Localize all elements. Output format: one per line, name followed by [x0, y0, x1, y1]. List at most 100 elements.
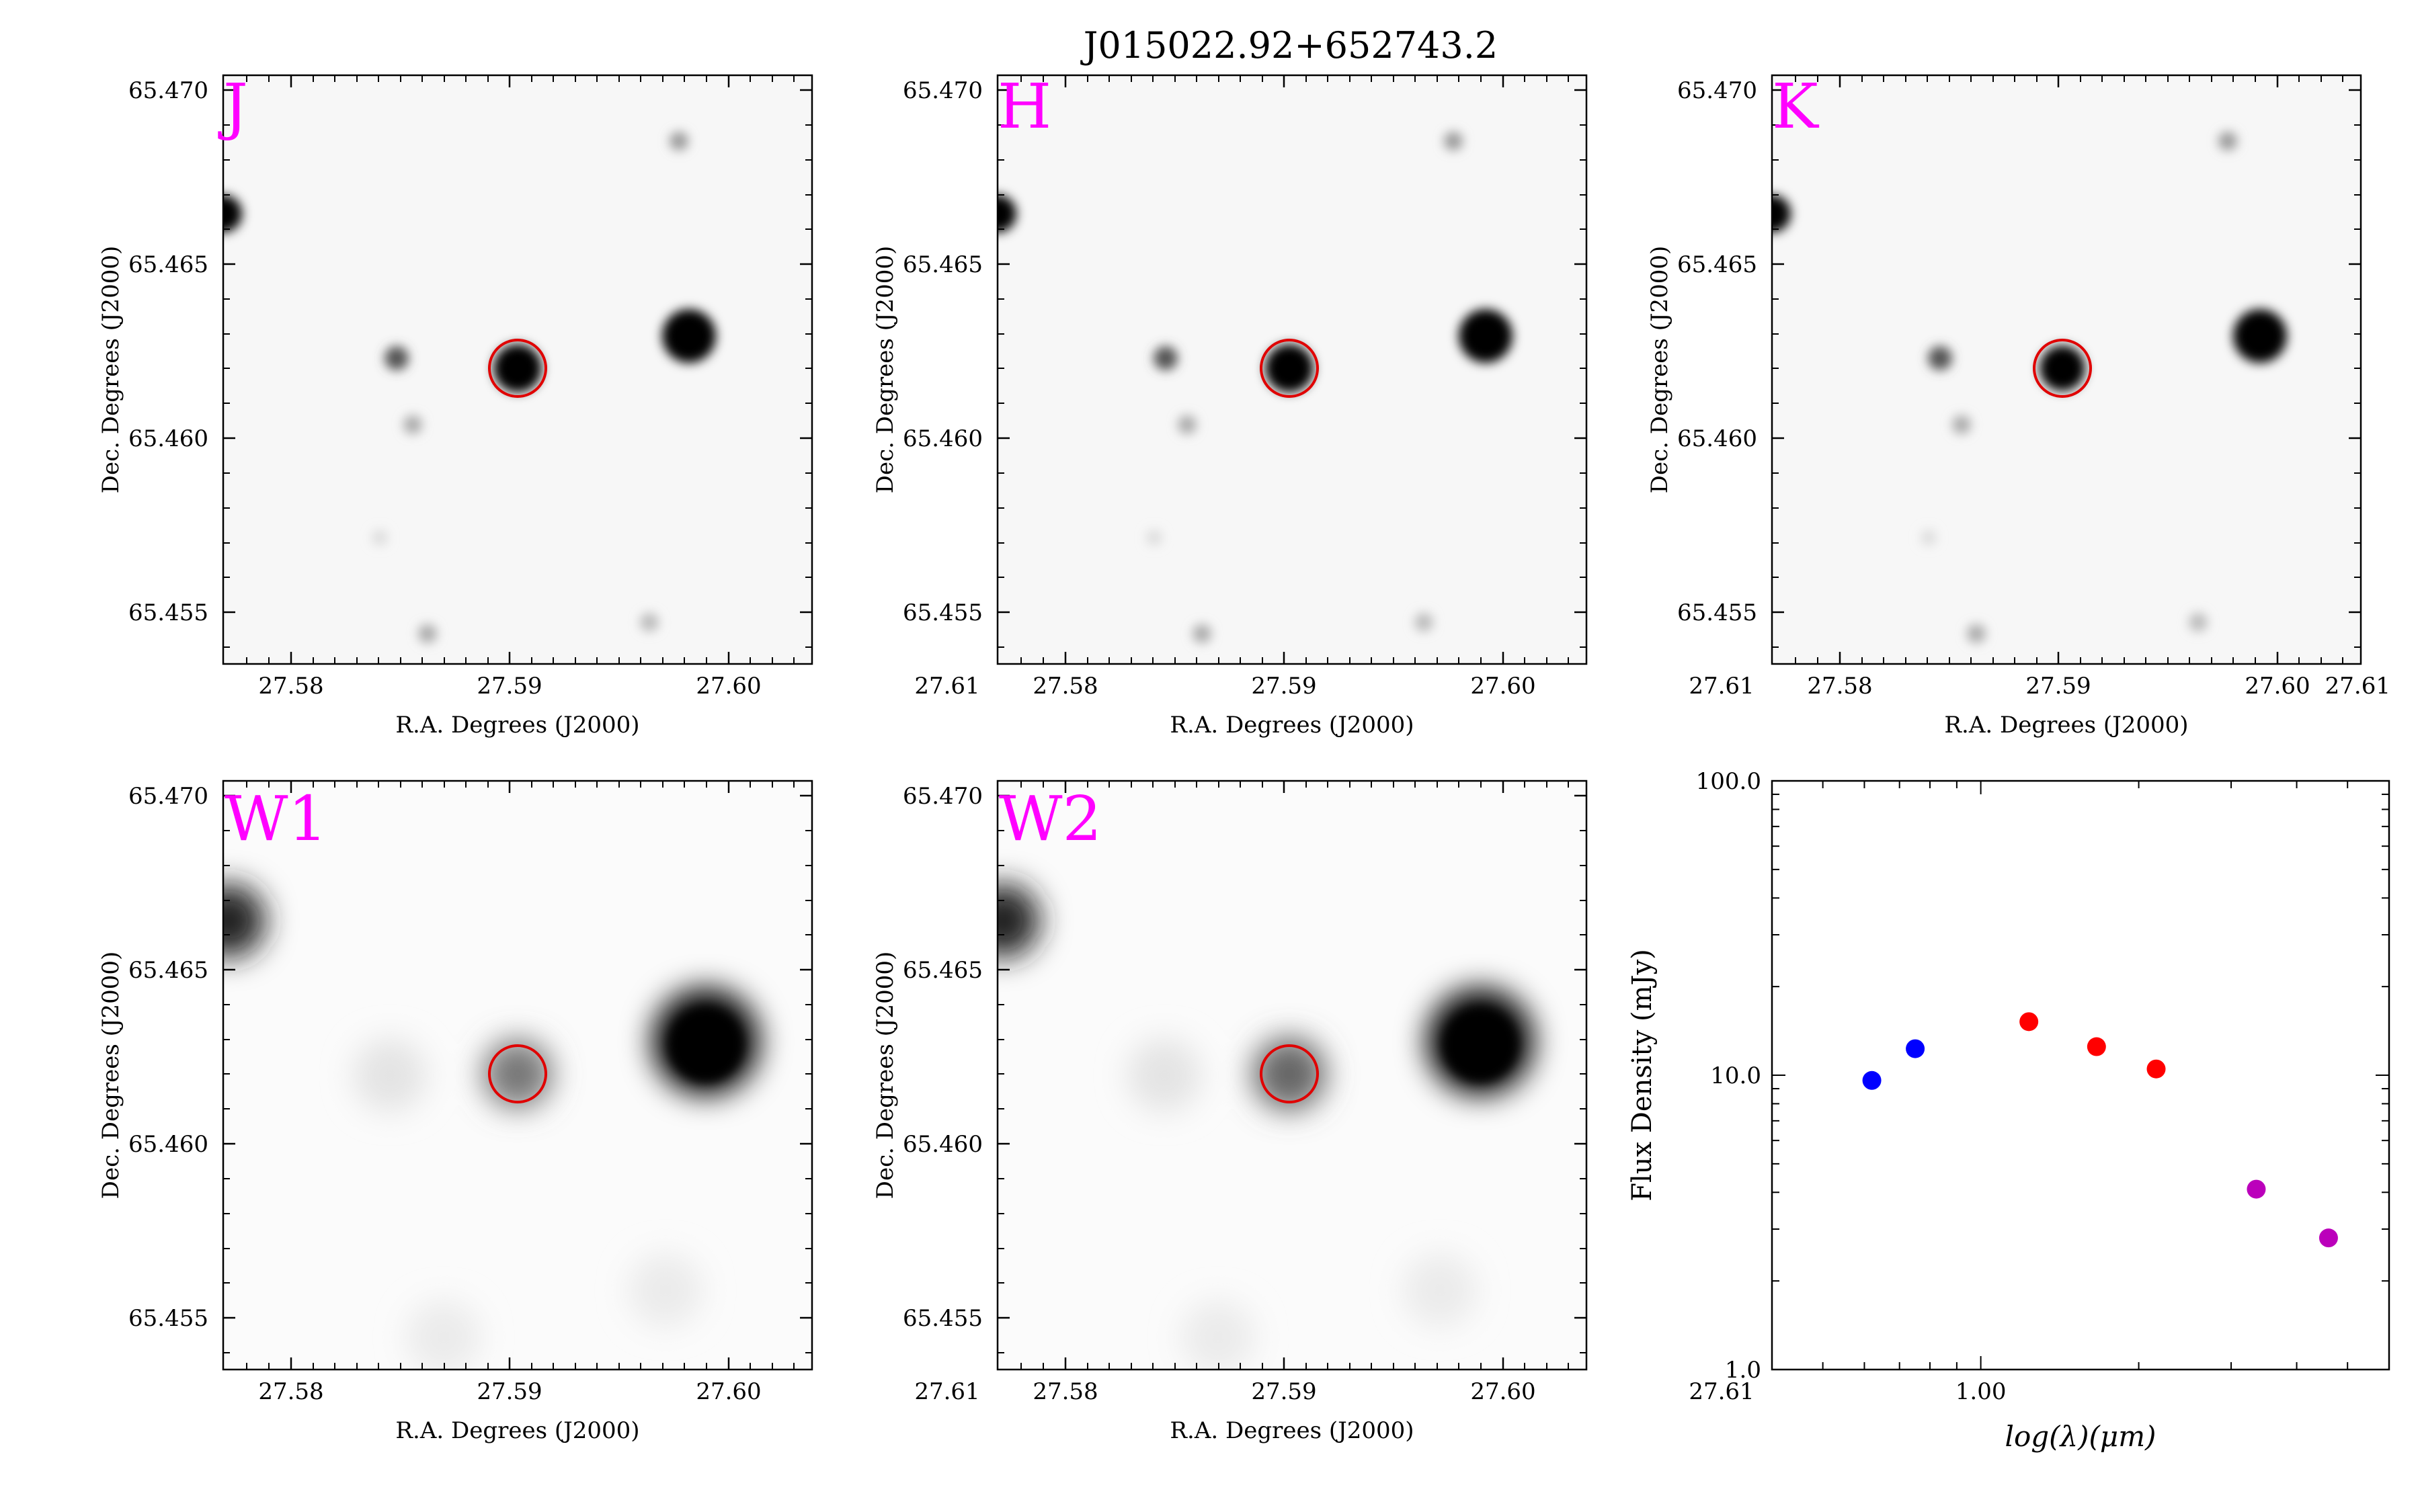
star — [223, 195, 242, 233]
target-source — [483, 1039, 553, 1109]
star — [1193, 624, 1211, 643]
dec-ticks — [998, 794, 1586, 1353]
sed-points — [1862, 1012, 2338, 1248]
panel-w1: 27.58 27.59 27.60 27.61 65.470 65.465 65… — [97, 780, 980, 1444]
dec-ticks — [223, 89, 812, 648]
ra-axis-label: R.A. Degrees (J2000) — [1170, 712, 1414, 739]
star — [662, 309, 716, 363]
ra-ticks — [1020, 781, 1569, 1370]
dec-tick-label: 65.470 — [1677, 77, 1757, 104]
band-label: W2 — [999, 783, 1102, 855]
star-core — [669, 1008, 743, 1082]
star — [998, 195, 1016, 233]
ra-axis-label: R.A. Degrees (J2000) — [395, 1417, 639, 1444]
star — [2218, 132, 2237, 151]
ra-tick-label: 27.59 — [1251, 673, 1316, 700]
axes-frame — [996, 74, 1588, 665]
star — [403, 415, 422, 434]
ra-tick-label: 27.60 — [1470, 673, 1535, 700]
dec-tick-label: 65.470 — [128, 783, 208, 810]
star — [670, 132, 688, 151]
star — [1459, 309, 1513, 363]
sky-image — [998, 781, 1586, 1370]
sed-y-axis-label: Flux Density (mJy) — [1627, 949, 1658, 1202]
dec-tick-label: 65.460 — [903, 1131, 983, 1158]
ra-tick-label: 27.59 — [1251, 1378, 1316, 1405]
dec-axis-label: Dec. Degrees (J2000) — [872, 952, 899, 1200]
aperture-circle — [1260, 339, 1319, 398]
sed-x-axis-label: log(λ)(μm) — [2005, 1420, 2156, 1453]
dec-tick-label: 65.465 — [1677, 251, 1757, 278]
star — [1772, 195, 1791, 233]
ra-tick-label: 27.60 — [2245, 673, 2310, 700]
dec-tick-label: 65.470 — [903, 77, 983, 104]
axes-frame — [996, 780, 1588, 1371]
ra-tick-label: 27.58 — [258, 673, 323, 700]
band-label: H — [998, 71, 1051, 142]
dec-tick-label: 65.455 — [128, 1305, 208, 1332]
sky-image — [998, 75, 1586, 664]
dec-axis-label: Dec. Degrees (J2000) — [97, 246, 124, 494]
star — [1967, 624, 1986, 643]
star — [1952, 415, 1971, 434]
data-point — [2247, 1179, 2266, 1199]
star — [1414, 613, 1433, 632]
panel-w2: 27.58 27.59 27.60 27.61 65.470 65.465 65… — [872, 780, 1755, 1444]
ra-tick-label: 27.58 — [1807, 673, 1872, 700]
ra-tick-label: 27.60 — [696, 673, 761, 700]
faint-source — [1403, 1253, 1477, 1327]
target-source — [1265, 344, 1314, 392]
star — [2189, 613, 2208, 632]
dec-ticks — [1772, 89, 2361, 648]
dec-tick-label: 65.460 — [1677, 425, 1757, 452]
sky-image — [223, 781, 812, 1370]
star — [998, 884, 1040, 958]
faint-source — [1181, 1300, 1255, 1370]
dec-tick-label: 65.465 — [128, 251, 208, 278]
sky-image — [223, 75, 812, 664]
star — [1921, 530, 1937, 546]
ra-ticks — [246, 75, 795, 664]
band-label: W1 — [225, 783, 327, 855]
star — [1444, 132, 1463, 151]
panel-j: 27.58 27.59 27.60 27.61 65.470 65.465 65… — [97, 71, 980, 739]
target-source — [2040, 345, 2085, 391]
ra-tick-label: 27.59 — [477, 673, 542, 700]
star — [223, 884, 266, 958]
ra-axis-label: R.A. Degrees (J2000) — [395, 712, 639, 739]
data-point — [1906, 1039, 1925, 1058]
axes-frame — [222, 780, 813, 1371]
y-tick-label: 100.0 — [1696, 768, 1761, 795]
ra-tick-label: 27.61 — [914, 673, 979, 700]
axes-frame — [1771, 74, 2362, 665]
ra-tick-label: 27.58 — [1033, 1378, 1098, 1405]
target-source — [493, 344, 542, 392]
star — [385, 346, 409, 370]
star — [1178, 415, 1197, 434]
faint-source — [407, 1300, 481, 1370]
data-point — [2318, 1228, 2338, 1248]
data-point — [2087, 1037, 2106, 1056]
star — [2233, 309, 2287, 363]
band-label: K — [1772, 71, 1820, 142]
ra-tick-label: 27.59 — [2025, 673, 2091, 700]
dec-tick-label: 65.465 — [128, 957, 208, 984]
ra-tick-label: 27.61 — [914, 1378, 979, 1405]
ra-tick-label: 27.61 — [1689, 673, 1754, 700]
y-tick-label: 10.0 — [1710, 1062, 1761, 1089]
star — [640, 613, 659, 632]
data-point — [1862, 1070, 1882, 1090]
dec-tick-label: 65.455 — [128, 599, 208, 626]
aperture-circle — [488, 339, 547, 398]
ra-tick-label: 27.58 — [1033, 673, 1098, 700]
ra-ticks — [1020, 75, 1569, 664]
dec-tick-label: 65.470 — [903, 783, 983, 810]
panel-h: 27.58 27.59 27.60 27.61 65.470 65.465 65… — [872, 71, 1755, 739]
dec-tick-label: 65.455 — [903, 599, 983, 626]
star — [1146, 530, 1162, 546]
dec-axis-label: Dec. Degrees (J2000) — [97, 952, 124, 1200]
dec-axis-label: Dec. Degrees (J2000) — [1646, 246, 1673, 494]
aperture-circle — [2033, 339, 2092, 398]
dec-tick-label: 65.460 — [128, 425, 208, 452]
